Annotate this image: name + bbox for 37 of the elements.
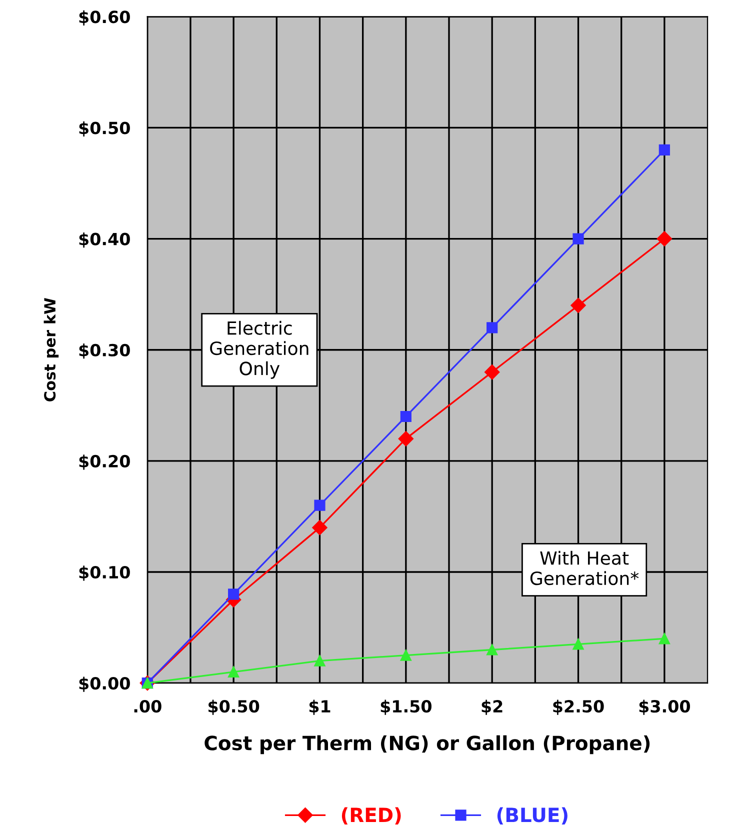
x-tick-label: $3.00: [639, 700, 690, 715]
point: [486, 644, 498, 656]
x-tick-label: $1: [309, 700, 330, 715]
x-tick-label: $1.50: [380, 700, 432, 715]
point: [658, 144, 670, 156]
y-tick-label: $0.20: [79, 454, 130, 470]
point: [400, 650, 412, 661]
point: [486, 322, 498, 334]
point: [400, 410, 412, 422]
x-tick-label: .00: [134, 700, 162, 713]
point: [484, 364, 500, 380]
point: [314, 655, 326, 666]
annotation: Electric Generation Only: [210, 320, 308, 379]
x-tick-label: $0.50: [208, 700, 260, 715]
y-tick-label: $0.60: [79, 10, 130, 26]
annotation: With Heat Generation*: [530, 550, 639, 586]
legend-label: (RED): [342, 807, 401, 825]
x-tick-label: $2.50: [553, 700, 604, 715]
point: [312, 520, 328, 536]
point: [570, 298, 586, 314]
point: [228, 588, 240, 600]
x-axis-title: Cost per Therm (NG) or Gallon (Propane): [204, 735, 650, 754]
point: [314, 500, 326, 511]
y-axis-title: Cost per kW: [44, 298, 59, 402]
y-tick-label: $0.10: [79, 566, 130, 581]
point: [656, 231, 672, 246]
y-tick-label: $0.40: [79, 232, 130, 248]
x-tick-label: $2: [482, 700, 502, 715]
point: [228, 666, 240, 678]
point: [658, 633, 670, 644]
point: [572, 638, 584, 650]
y-tick-label: $0.00: [79, 676, 130, 692]
legend-label: (BLUE): [497, 807, 568, 825]
y-tick-label: $0.50: [79, 121, 130, 137]
y-tick-label: $0.30: [79, 344, 130, 359]
point: [398, 431, 414, 446]
point: [572, 233, 584, 244]
